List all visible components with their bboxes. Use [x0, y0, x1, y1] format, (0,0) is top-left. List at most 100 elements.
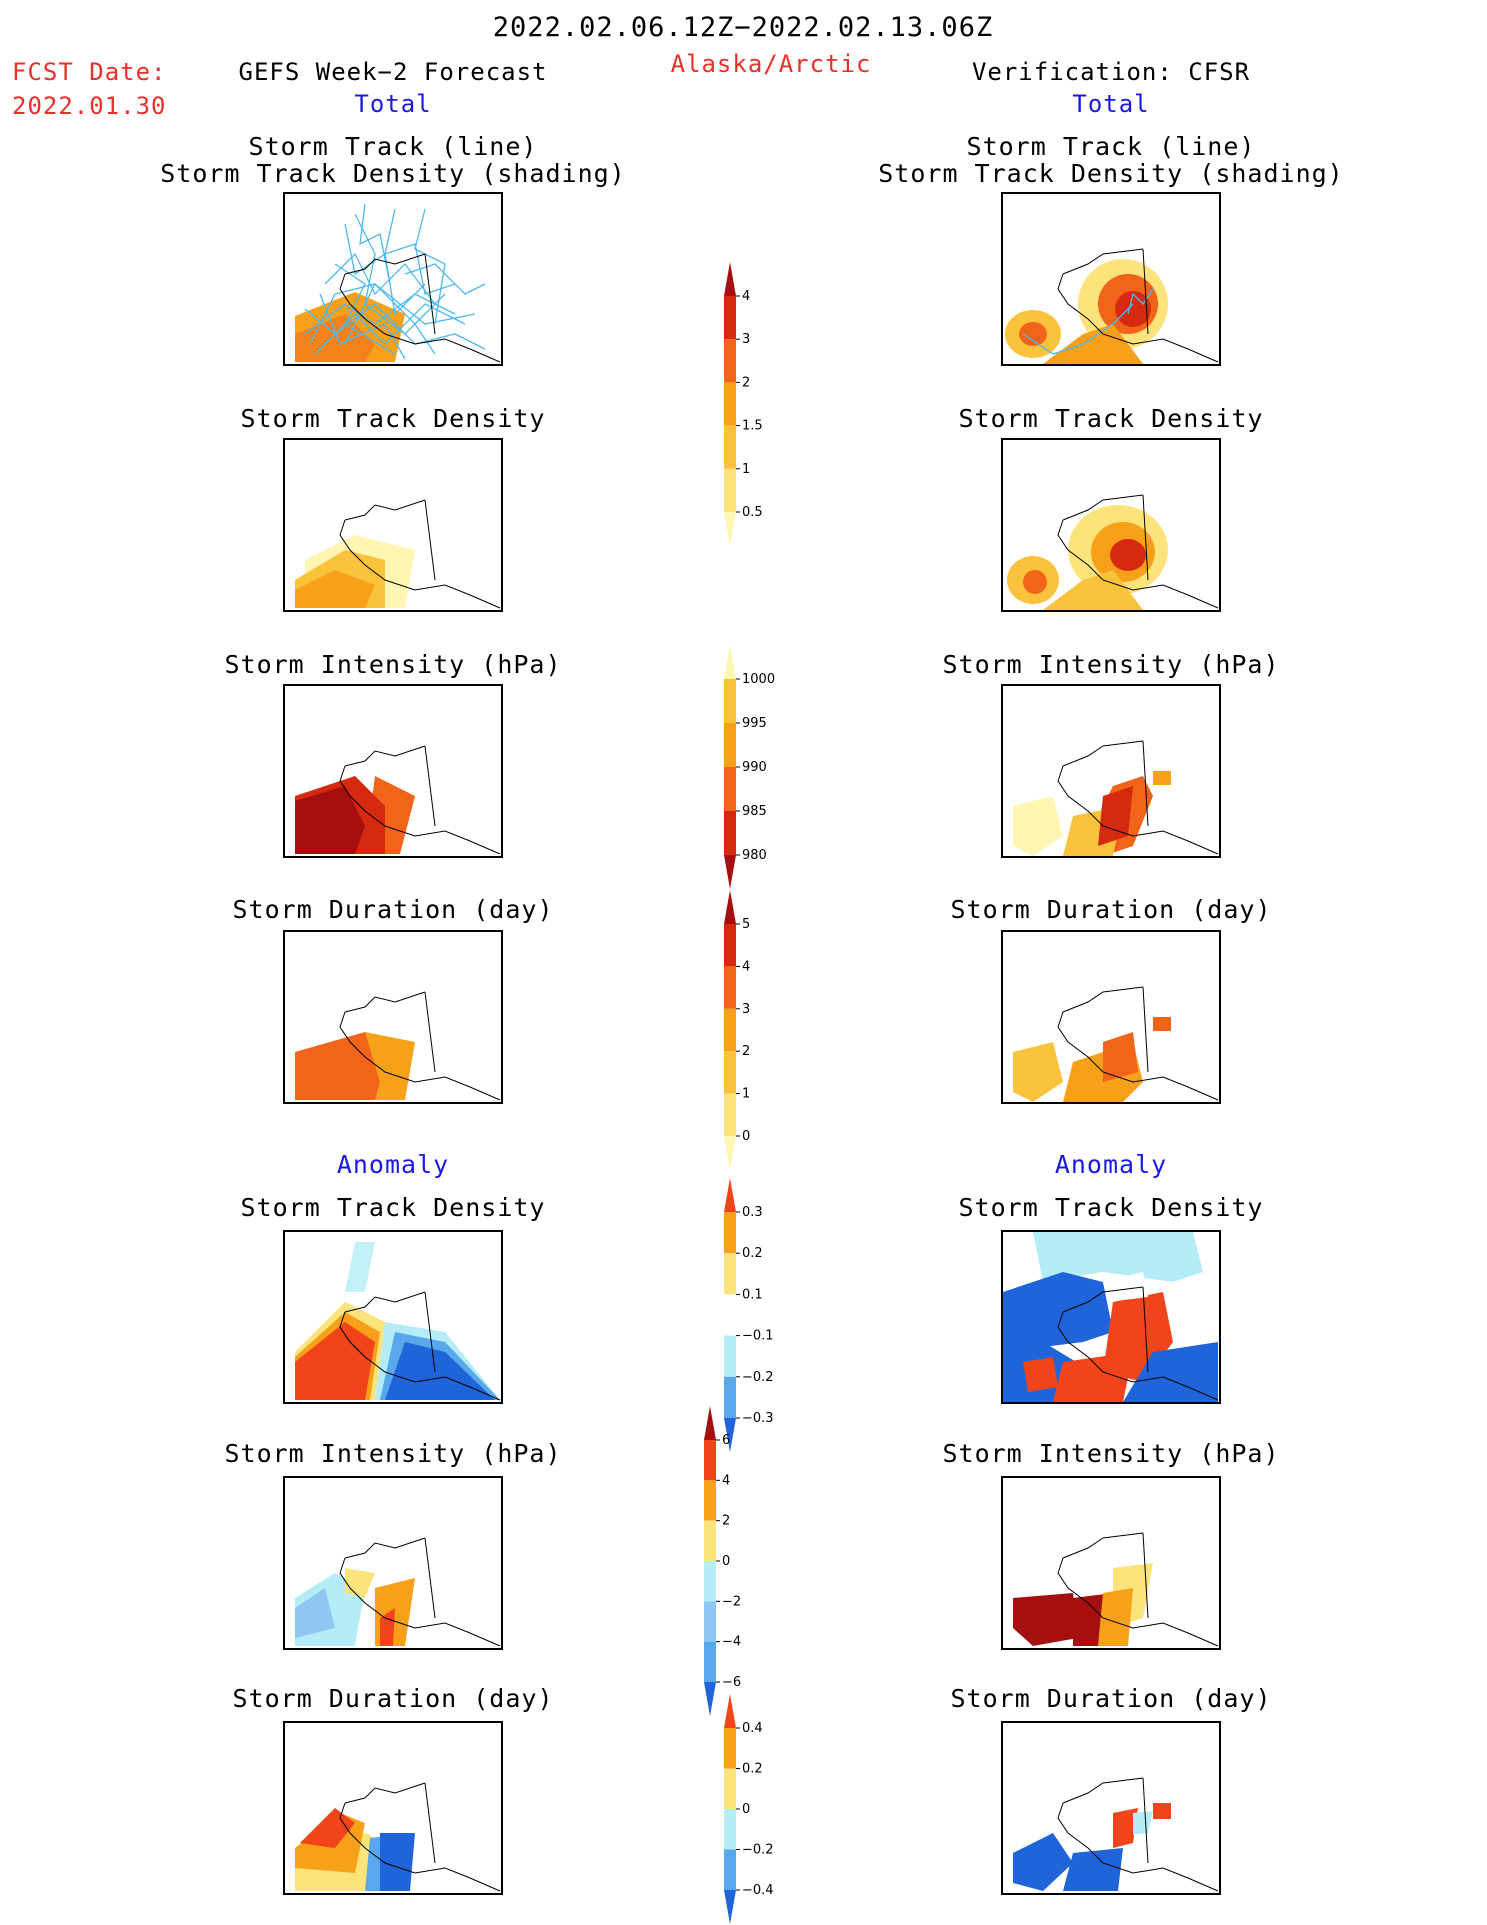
colorbar-segment	[724, 425, 736, 469]
colorbar-tick-label: 3	[742, 1002, 750, 1017]
left-anom-intensity-title: Storm Intensity (hPa)	[224, 1439, 562, 1468]
left-track-shading-title: Storm Track Density (shading)	[160, 159, 626, 188]
colorbar-segment	[724, 1728, 736, 1769]
right-anom-duration-title: Storm Duration (day)	[950, 1684, 1272, 1713]
colorbar-tick-label: 980	[742, 848, 767, 863]
left-anom-density-title: Storm Track Density	[240, 1193, 546, 1222]
map-right-anom-intensity	[1001, 1476, 1221, 1650]
colorbar-tick-label: 1	[742, 1087, 750, 1102]
right-column-title: Verification: CFSR	[971, 58, 1251, 86]
colorbar-tick-label: 2	[742, 1044, 750, 1059]
colorbar-tick-label: −6	[722, 1675, 741, 1690]
colorbar-tick-label: 5	[742, 917, 750, 932]
map-left-anom-density	[283, 1230, 503, 1404]
colorbar-segment	[724, 339, 736, 383]
left-density-title: Storm Track Density	[240, 404, 546, 433]
colorbar-segment	[724, 1178, 736, 1212]
colorbar-segment	[704, 1406, 716, 1440]
colorbar-segment	[724, 1335, 736, 1377]
colorbar-tick-label: 4	[742, 959, 750, 974]
colorbar-segment	[704, 1440, 716, 1481]
colorbar-segment	[724, 1418, 736, 1452]
colorbar-tick-label: 6	[722, 1433, 730, 1448]
colorbar-segment	[724, 811, 736, 855]
colorbar-tick-label: 990	[742, 760, 767, 775]
map-right-anom-density	[1001, 1230, 1221, 1404]
right-total-label: Total	[1072, 90, 1150, 118]
colorbar-tick-label: 0.4	[742, 1721, 763, 1736]
colorbar-tick-label: 3	[742, 332, 750, 347]
colorbar-segment	[724, 1136, 736, 1170]
left-intensity-title: Storm Intensity (hPa)	[224, 650, 562, 679]
colorbar-segment	[724, 1008, 736, 1052]
colorbar-tick-label: −2	[722, 1594, 741, 1609]
colorbar-segment	[724, 1093, 736, 1136]
right-duration-title: Storm Duration (day)	[950, 895, 1272, 924]
colorbar-tick-label: 1	[742, 462, 750, 477]
colorbar-segment	[704, 1682, 716, 1716]
colorbar-anom-duration: 0.4 0.2 0 −0.2 −0.4	[724, 1694, 774, 1924]
colorbar-tick-label: −0.4	[742, 1883, 774, 1898]
colorbar-total-density: 4 3 2 1.5 1 0.5	[724, 262, 763, 546]
map-left-density	[283, 438, 503, 612]
colorbar-tick-label: −4	[722, 1635, 741, 1650]
colorbar-segment	[704, 1520, 716, 1561]
colorbar-tick-label: −0.3	[742, 1411, 774, 1426]
colorbar-segment	[724, 645, 736, 679]
colorbar-segment	[724, 382, 736, 426]
map-left-track	[283, 192, 503, 366]
map-right-density	[1001, 438, 1221, 612]
colorbar-tick-label: 0	[742, 1802, 750, 1817]
colorbar-tick-label: −0.2	[742, 1843, 774, 1858]
colorbar-tick-label: 0.1	[742, 1287, 763, 1302]
fcst-date-value: 2022.01.30	[12, 92, 167, 120]
storm-track-lines	[1022, 288, 1154, 355]
colorbar-tick-label: 0.2	[742, 1246, 763, 1261]
colorbar-segment	[724, 723, 736, 767]
colorbar-tick-label: 0	[742, 1129, 750, 1144]
colorbar-tick-label: 0.3	[742, 1205, 763, 1220]
colorbar-anom-density: 0.3 0.2 0.1 −0.1 −0.2 −0.3	[724, 1178, 774, 1452]
colorbar-segment	[724, 1376, 736, 1418]
colorbar-tick-label: −0.1	[742, 1329, 774, 1344]
colorbar-segment	[724, 1809, 736, 1850]
colorbar-segment	[724, 1212, 736, 1254]
map-left-intensity	[283, 684, 503, 858]
map-left-duration	[283, 930, 503, 1104]
left-anomaly-label: Anomaly	[336, 1150, 450, 1179]
colorbar-segment	[704, 1641, 716, 1682]
left-total-label: Total	[354, 90, 432, 118]
colorbar-segment	[724, 1694, 736, 1728]
colorbar-total-duration: 5 4 3 2 1 0	[724, 890, 750, 1170]
colorbar-segment	[704, 1601, 716, 1642]
colorbar-segment	[704, 1480, 716, 1521]
colorbar-segment	[724, 679, 736, 723]
colorbar-tick-label: 1.5	[742, 419, 763, 434]
map-right-intensity	[1001, 684, 1221, 858]
left-track-line-title: Storm Track (line)	[248, 132, 538, 161]
storm-track-lines	[304, 203, 486, 360]
colorbar-total-intensity: 1000 995 990 985 980	[724, 645, 775, 889]
left-column-title: GEFS Week−2 Forecast	[238, 58, 548, 86]
right-density-title: Storm Track Density	[958, 404, 1264, 433]
colorbar-tick-label: 4	[742, 289, 750, 304]
colorbar-tick-label: 2	[742, 375, 750, 390]
colorbar-segment	[724, 262, 736, 296]
map-right-anom-duration	[1001, 1721, 1221, 1895]
colorbar-segment	[724, 296, 736, 340]
colorbar-tick-label: 0	[722, 1554, 730, 1569]
left-duration-title: Storm Duration (day)	[232, 895, 554, 924]
right-track-line-title: Storm Track (line)	[966, 132, 1256, 161]
right-anomaly-label: Anomaly	[1054, 1150, 1168, 1179]
left-anom-duration-title: Storm Duration (day)	[232, 1684, 554, 1713]
right-intensity-title: Storm Intensity (hPa)	[942, 650, 1280, 679]
colorbar-anom-intensity: 6 4 2 0 −2 −4 −6	[704, 1406, 741, 1716]
colorbar-segment	[724, 924, 736, 967]
colorbar-tick-label: −0.2	[742, 1370, 774, 1385]
colorbar-tick-label: 0.2	[742, 1762, 763, 1777]
right-anom-density-title: Storm Track Density	[958, 1193, 1264, 1222]
colorbar-tick-label: 1000	[742, 672, 775, 687]
colorbar-tick-label: 995	[742, 716, 767, 731]
period-title: 2022.02.06.12Z−2022.02.13.06Z	[492, 12, 994, 43]
region-title: Alaska/Arctic	[670, 50, 872, 78]
